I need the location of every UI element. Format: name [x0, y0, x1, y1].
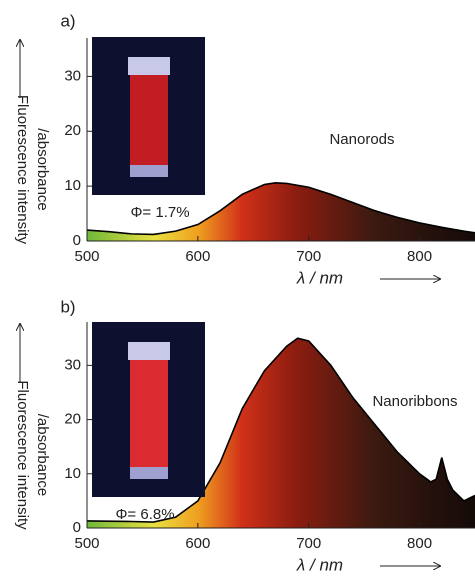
- x-axis-label: λ / nm: [296, 555, 343, 574]
- sample-name: Nanoribbons: [372, 393, 457, 410]
- y-tick-label: 0: [73, 519, 81, 536]
- cuvette-base: [130, 165, 168, 177]
- x-tick-label: 800: [407, 535, 432, 552]
- x-tick-label: 500: [74, 248, 99, 265]
- sample-name: Nanorods: [329, 131, 394, 148]
- x-tick-label: 500: [74, 535, 99, 552]
- y-tick-label: 10: [64, 465, 81, 482]
- x-tick-label: 800: [407, 248, 432, 265]
- y-axis-label: Fluorescence intensity: [14, 380, 31, 530]
- y-tick-label: 30: [64, 356, 81, 373]
- cuvette: [130, 357, 168, 472]
- spectrum-area: [87, 338, 475, 528]
- y-tick-label: 20: [64, 411, 81, 428]
- panel-label: a): [60, 11, 75, 30]
- cuvette: [130, 72, 168, 170]
- x-tick-label: 600: [185, 535, 210, 552]
- y-tick-label: 20: [64, 122, 81, 139]
- cuvette-cap: [128, 342, 170, 360]
- spectrum-line: [86, 182, 475, 236]
- y-axis-label: /absorbance: [34, 414, 51, 497]
- panel-label: b): [60, 297, 75, 316]
- y-tick-label: 30: [64, 67, 81, 84]
- quantum-yield: Φ= 1.7%: [130, 204, 189, 221]
- x-tick-label: 700: [296, 535, 321, 552]
- x-axis-label: λ / nm: [296, 268, 343, 287]
- x-tick-label: 600: [185, 248, 210, 265]
- x-tick-label: 700: [296, 248, 321, 265]
- cuvette-cap: [128, 57, 170, 75]
- y-axis-label: Fluorescence intensity: [14, 95, 31, 245]
- cuvette-base: [130, 467, 168, 479]
- spectrum-area: [87, 182, 475, 241]
- y-tick-label: 0: [73, 232, 81, 249]
- quantum-yield: Φ= 6.8%: [115, 506, 174, 523]
- spectrum-line: [86, 337, 475, 523]
- y-tick-label: 10: [64, 177, 81, 194]
- y-axis-label: /absorbance: [34, 128, 51, 211]
